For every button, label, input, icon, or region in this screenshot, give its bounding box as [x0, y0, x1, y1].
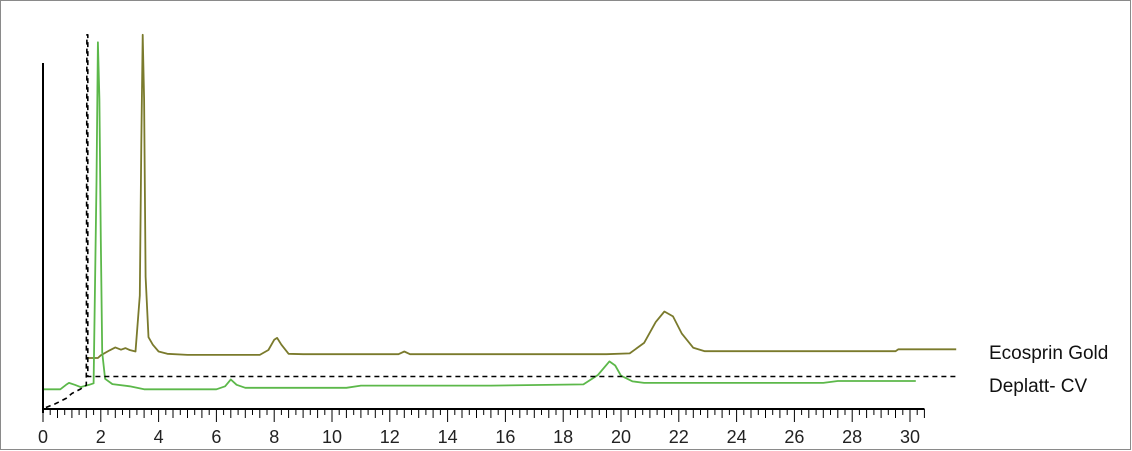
x-tick-label: 12 — [380, 427, 400, 447]
x-tick-label: 4 — [154, 427, 164, 447]
axis-layer: 0 2 4 6 8 10 12 14 16 18 20 22 24 26 28 30 — [38, 63, 925, 447]
series-line-0 — [86, 33, 957, 359]
legend-label-1: Deplatt- CV — [989, 376, 1088, 397]
x-tick-label: 26 — [784, 427, 804, 447]
legend-layer: Ecosprin Gold Deplatt- CV — [989, 343, 1108, 397]
series-line-2 — [45, 34, 957, 409]
x-tick-label: 24 — [727, 427, 747, 447]
x-tick-label: 10 — [322, 427, 342, 447]
x-tick-label: 0 — [38, 427, 48, 447]
x-tick-label: 16 — [495, 427, 515, 447]
x-tick-label: 8 — [269, 427, 279, 447]
x-tick-label: 30 — [900, 427, 920, 447]
series-line-1 — [43, 41, 916, 391]
x-tick-label: 18 — [553, 427, 573, 447]
legend-label-0: Ecosprin Gold — [989, 343, 1108, 364]
x-tick-label: 28 — [842, 427, 862, 447]
x-tick-label: 6 — [211, 427, 221, 447]
x-tick-label: 14 — [438, 427, 458, 447]
series-layer — [43, 33, 957, 409]
x-tick-label: 20 — [611, 427, 631, 447]
x-tick-label: 2 — [96, 427, 106, 447]
x-tick-label: 22 — [669, 427, 689, 447]
